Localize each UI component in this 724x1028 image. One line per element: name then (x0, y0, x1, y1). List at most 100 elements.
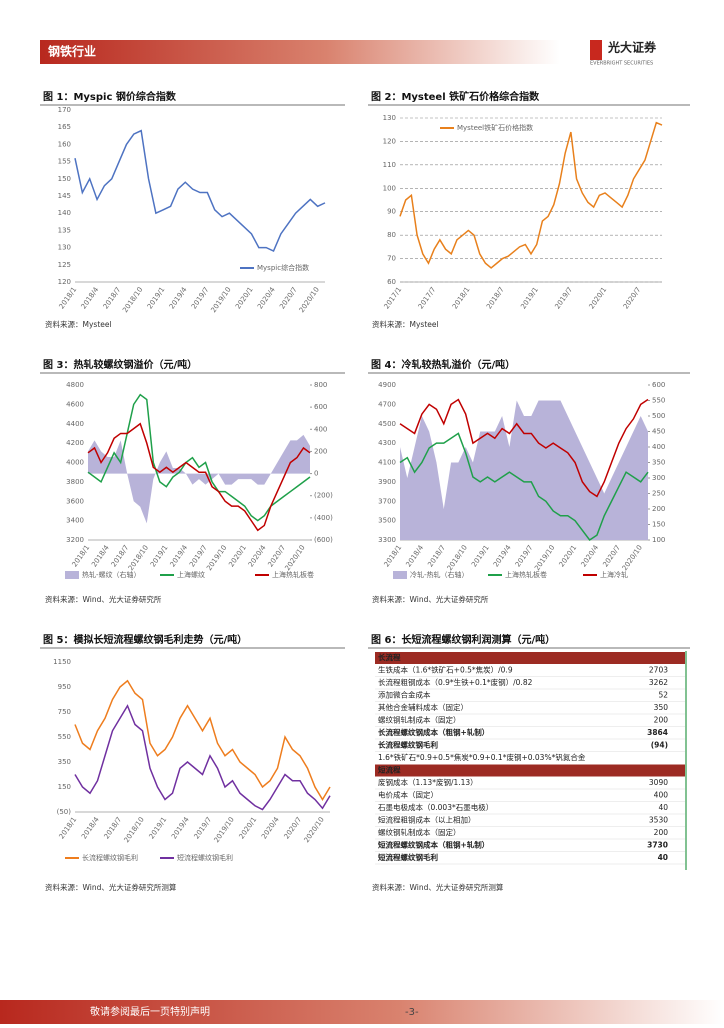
y-tick-label: 90 (387, 208, 396, 216)
legend-swatch (393, 571, 407, 579)
row-value: (94) (651, 741, 668, 750)
x-tick-label: 2017/7 (417, 286, 438, 311)
figure-caption: 图 6：长短流程螺纹钢利润测算（元/吨） (371, 633, 555, 646)
x-tick-label: 2018/7 (102, 286, 123, 311)
x-tick-label: 2020/4 (580, 543, 601, 568)
y-tick-label: 110 (383, 161, 396, 169)
x-tick-label: 2019/7 (553, 286, 574, 311)
y2-tick-label: 150 (652, 521, 665, 529)
x-tick-label: 2018/4 (404, 543, 425, 568)
row-label: 短流程螺纹钢毛利 (378, 852, 438, 862)
x-tick-label: 2018/1 (58, 816, 79, 841)
legend-label: 短流程螺纹钢毛利 (177, 853, 233, 862)
y2-tick-label: 600 (652, 381, 665, 389)
row-value: 40 (658, 803, 668, 812)
y2-tick-label: 450 (652, 428, 665, 436)
y-tick-label: 125 (58, 261, 71, 269)
x-tick-label: 2020/4 (260, 815, 281, 840)
legend-label: 长流程螺纹钢毛利 (82, 853, 138, 862)
x-tick-label: 2018/1 (71, 544, 92, 569)
y-tick-label: 140 (58, 209, 71, 217)
row-value: 3090 (649, 778, 668, 787)
row-value: 3530 (649, 816, 668, 825)
y-tick-label: 170 (58, 106, 71, 114)
row-note: 1.6*铁矿石*0.9+0.5*焦炭*0.9+0.1*废钢+0.03%*钒氮合金 (378, 752, 586, 762)
y-tick-label: 150 (58, 175, 71, 183)
x-tick-label: 2019/4 (492, 543, 513, 568)
line (399, 432, 649, 542)
row-label: 添加微合金成本 (378, 690, 431, 700)
x-tick-label: 2020/7 (266, 544, 287, 569)
y-tick-label: 4300 (378, 439, 396, 447)
row-value: 3864 (647, 728, 668, 737)
section-title: 钢铁行业 (48, 44, 96, 59)
x-tick-label: 2019/1 (146, 286, 167, 311)
area (400, 400, 648, 540)
y2-tick-label: 400 (652, 443, 665, 451)
y2-tick-label: (400) (314, 514, 333, 522)
y-tick-label: 70 (387, 255, 396, 263)
y-tick-label: 150 (58, 783, 71, 791)
legend-label: 上海冷轧 (600, 570, 628, 579)
y2-tick-label: 300 (652, 474, 665, 482)
x-tick-label: 2019/4 (169, 543, 190, 568)
x-tick-label: 2019/10 (209, 286, 232, 314)
row-label: 螺纹钢轧制成本（固定） (378, 827, 461, 837)
y-tick-label: 80 (387, 231, 396, 239)
line (399, 121, 663, 269)
x-tick-label: 2019/1 (519, 286, 540, 311)
x-tick-label: 2017/1 (383, 286, 404, 311)
row-value: 3730 (647, 841, 668, 850)
y-tick-label: 4200 (66, 439, 84, 447)
x-tick-label: 2020/7 (278, 286, 299, 311)
y-tick-label: 3300 (378, 536, 396, 544)
x-tick-label: 2018/4 (90, 543, 111, 568)
y-tick-label: 120 (58, 278, 71, 286)
y-tick-label: 4800 (66, 381, 84, 389)
legend-label: 热轧-螺纹（右轴） (82, 570, 141, 579)
x-tick-label: 2019/7 (193, 816, 214, 841)
figure-caption: 图 5：模拟长短流程螺纹钢毛利走势（元/吨） (43, 633, 247, 646)
footer-bar (0, 1000, 724, 1024)
y2-tick-label: 600 (314, 403, 327, 411)
x-tick-label: 2020/7 (283, 816, 304, 841)
row-label: 螺纹钢轧制成本（固定） (378, 715, 461, 725)
y-tick-label: 3500 (378, 517, 396, 525)
line (87, 422, 311, 532)
x-tick-label: 2019/10 (213, 816, 236, 844)
legend-label: 上海螺纹 (177, 570, 205, 579)
x-tick-label: 2019/1 (148, 816, 169, 841)
figure-caption: 图 4：冷轧较热轧溢价（元/吨） (371, 358, 515, 371)
x-tick-label: 2018/10 (446, 544, 469, 572)
y2-tick-label: 500 (652, 412, 665, 420)
row-value: 52 (658, 691, 668, 700)
x-tick-label: 2018/4 (80, 285, 101, 310)
legend-label: Mysteel铁矿石价格指数 (457, 123, 533, 132)
row-label: 短流程螺纹钢成本（粗钢+轧制） (378, 840, 489, 850)
source-note: 资料来源：Mysteel (45, 319, 112, 329)
source-note: 资料来源：Mysteel (372, 319, 439, 329)
y2-tick-label: 800 (314, 381, 327, 389)
figure-caption: 图 3：热轧较螺纹钢溢价（元/吨） (43, 358, 197, 371)
section-header (375, 652, 685, 664)
y-tick-label: 165 (58, 123, 71, 131)
x-tick-label: 2020/7 (601, 544, 622, 569)
y-tick-label: (50) (57, 808, 72, 816)
row-label: 废钢成本（1.13*废钢/1.13） (378, 777, 478, 787)
line (74, 704, 331, 811)
row-label: 长流程螺纹钢毛利 (378, 740, 438, 750)
y-tick-label: 950 (58, 683, 71, 691)
header-bar (40, 40, 560, 64)
x-tick-label: 2019/7 (514, 544, 535, 569)
footer-note: 敬请参阅最后一页特别声明 (90, 1005, 210, 1018)
y-tick-label: 550 (58, 733, 71, 741)
y-tick-label: 135 (58, 226, 71, 234)
x-tick-label: 2020/1 (227, 544, 248, 569)
x-tick-label: 2018/7 (103, 816, 124, 841)
x-tick-label: 2020/4 (256, 285, 277, 310)
line (74, 129, 326, 253)
area (88, 434, 310, 524)
y-tick-label: 1150 (53, 658, 71, 666)
y-tick-label: 4400 (66, 420, 84, 428)
